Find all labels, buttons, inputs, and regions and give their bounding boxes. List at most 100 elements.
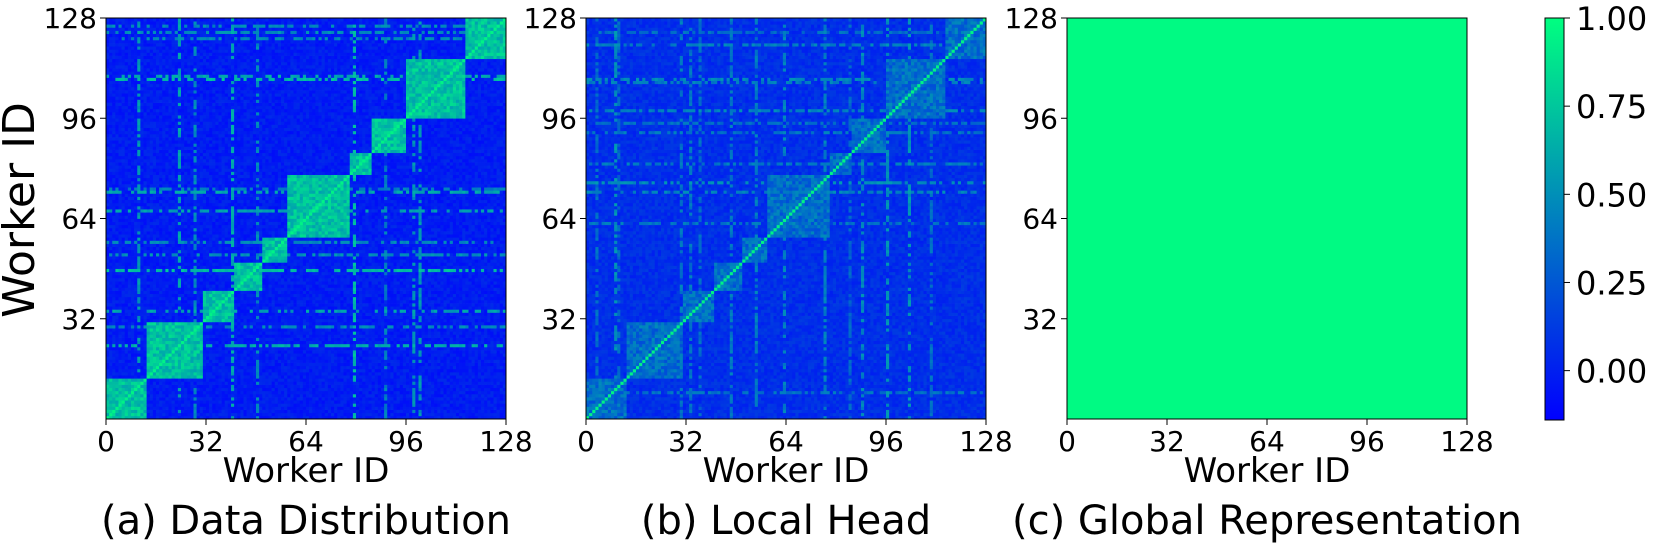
heatmap-cell (203, 153, 206, 156)
heatmap-cell (172, 112, 175, 115)
heatmap-cell (206, 162, 209, 165)
heatmap-cell (212, 146, 215, 149)
heatmap-cell (134, 222, 137, 225)
heatmap-cell (165, 400, 168, 403)
heatmap-cell (175, 200, 178, 203)
heatmap-cell (112, 231, 115, 234)
heatmap-cell (131, 49, 134, 52)
heatmap-cell (150, 87, 153, 90)
heatmap-cell (115, 74, 118, 77)
heatmap-cell (203, 49, 206, 52)
heatmap-cell (134, 87, 137, 90)
heatmap-cell (187, 150, 190, 153)
heatmap-cell (153, 400, 156, 403)
heatmap-cell (159, 240, 162, 243)
heatmap-cell (109, 372, 112, 375)
heatmap-cell (106, 410, 109, 413)
heatmap-cell (115, 137, 118, 140)
heatmap-cell (162, 112, 165, 115)
heatmap-cell (187, 159, 190, 162)
heatmap-cell (144, 140, 147, 143)
heatmap-cell (147, 197, 150, 200)
heatmap-cell (209, 247, 212, 250)
heatmap-cell (147, 62, 150, 65)
heatmap-cell (212, 410, 215, 413)
heatmap-cell (134, 287, 137, 290)
heatmap-cell (172, 159, 175, 162)
heatmap-cell (106, 134, 109, 137)
heatmap-cell (122, 190, 125, 193)
heatmap-cell (147, 394, 150, 397)
heatmap-cell (187, 49, 190, 52)
heatmap-cell (178, 388, 181, 391)
heatmap-cell (147, 27, 150, 30)
heatmap-cell (122, 253, 125, 256)
heatmap-cell (156, 215, 159, 218)
heatmap-cell (115, 131, 118, 134)
heatmap-cell (147, 165, 150, 168)
heatmap-cell (109, 56, 112, 59)
heatmap-cell (112, 112, 115, 115)
heatmap-cell (222, 56, 225, 59)
heatmap-cell (178, 353, 181, 356)
heatmap-cell (209, 341, 212, 344)
heatmap-cell (169, 31, 172, 34)
heatmap-cell (147, 87, 150, 90)
heatmap-cell (169, 406, 172, 409)
heatmap-cell (219, 309, 222, 312)
heatmap-cell (144, 121, 147, 124)
heatmap-cell (162, 234, 165, 237)
heatmap-cell (140, 297, 143, 300)
heatmap-cell (206, 366, 209, 369)
heatmap-cell (153, 74, 156, 77)
heatmap-cell (212, 375, 215, 378)
heatmap-cell (147, 159, 150, 162)
heatmap-cell (169, 62, 172, 65)
heatmap-cell (172, 413, 175, 416)
heatmap-cell (172, 168, 175, 171)
heatmap-cell (219, 322, 222, 325)
heatmap-cell (181, 328, 184, 331)
heatmap-cell (219, 153, 222, 156)
heatmap-cell (119, 338, 122, 341)
heatmap-cell (212, 319, 215, 322)
heatmap-cell (175, 81, 178, 84)
heatmap-cell (225, 353, 228, 356)
heatmap-cell (150, 366, 153, 369)
heatmap-cell (131, 59, 134, 62)
heatmap-cell (109, 300, 112, 303)
heatmap-cell (125, 410, 128, 413)
heatmap-cell (187, 250, 190, 253)
heatmap-cell (203, 400, 206, 403)
heatmap-cell (206, 225, 209, 228)
heatmap-cell (169, 78, 172, 81)
heatmap-cell (131, 347, 134, 350)
heatmap-cell (190, 312, 193, 315)
heatmap-cell (181, 237, 184, 240)
heatmap-cell (184, 71, 187, 74)
heatmap-cell (137, 353, 140, 356)
heatmap-cell (144, 209, 147, 212)
heatmap-cell (194, 159, 197, 162)
heatmap-cell (206, 106, 209, 109)
heatmap-cell (222, 103, 225, 106)
heatmap-cell (181, 359, 184, 362)
heatmap-cell (203, 244, 206, 247)
heatmap-cell (172, 222, 175, 225)
heatmap-cell (178, 281, 181, 284)
heatmap-cell (219, 146, 222, 149)
heatmap-cell (175, 190, 178, 193)
heatmap-cell (140, 121, 143, 124)
heatmap-cell (215, 400, 218, 403)
heatmap-cell (190, 363, 193, 366)
heatmap-cell (131, 247, 134, 250)
heatmap-cell (206, 334, 209, 337)
heatmap-cell (147, 52, 150, 55)
heatmap-cell (178, 128, 181, 131)
heatmap-cell (200, 353, 203, 356)
heatmap-cell (178, 121, 181, 124)
heatmap-cell (206, 259, 209, 262)
heatmap-cell (212, 278, 215, 281)
heatmap-cell (215, 112, 218, 115)
heatmap-cell (165, 40, 168, 43)
